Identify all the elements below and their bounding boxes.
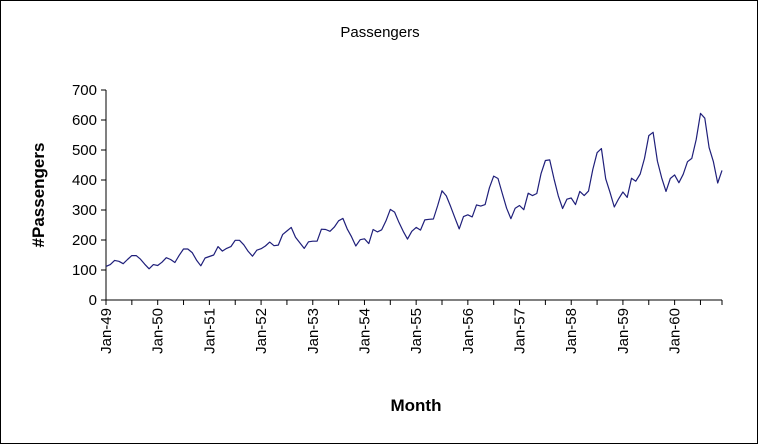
- x-axis-title: Month: [391, 396, 442, 415]
- x-tick-label: Jan-49: [98, 308, 115, 354]
- y-tick-label: 700: [72, 82, 97, 99]
- x-tick-label: Jan-58: [563, 308, 580, 354]
- passengers-series-line: [105, 112, 723, 270]
- y-tick-label: 0: [89, 292, 97, 309]
- series-group: [105, 112, 723, 270]
- x-tick-label: Jan-50: [150, 308, 167, 354]
- y-tick-label: 600: [72, 112, 97, 129]
- x-tick-label: Jan-53: [305, 308, 322, 354]
- y-axis-ticks: 0 100 200 300 400 500 600 700: [72, 82, 106, 309]
- x-tick-label: Jan-55: [408, 308, 425, 354]
- x-tick-label: Jan-60: [667, 308, 684, 354]
- x-tick-label: Jan-51: [201, 308, 218, 354]
- x-axis-ticks: Jan-49 Jan-50 Jan-51 Jan-52 Jan-53 Jan-54 Jan-…: [98, 300, 723, 354]
- y-tick-label: 200: [72, 232, 97, 249]
- x-tick-label: Jan-54: [356, 308, 373, 354]
- y-tick-label: 300: [72, 202, 97, 219]
- x-tick-label: Jan-52: [253, 308, 270, 354]
- axes: [105, 90, 722, 301]
- y-tick-label: 500: [72, 142, 97, 159]
- x-tick-label: Jan-59: [615, 308, 632, 354]
- x-tick-label: Jan-56: [460, 308, 477, 354]
- chart-title: Passengers: [340, 24, 419, 41]
- y-tick-label: 400: [72, 172, 97, 189]
- y-axis-title: #Passengers: [29, 143, 48, 248]
- x-tick-label: Jan-57: [512, 308, 529, 354]
- y-tick-label: 100: [72, 262, 97, 279]
